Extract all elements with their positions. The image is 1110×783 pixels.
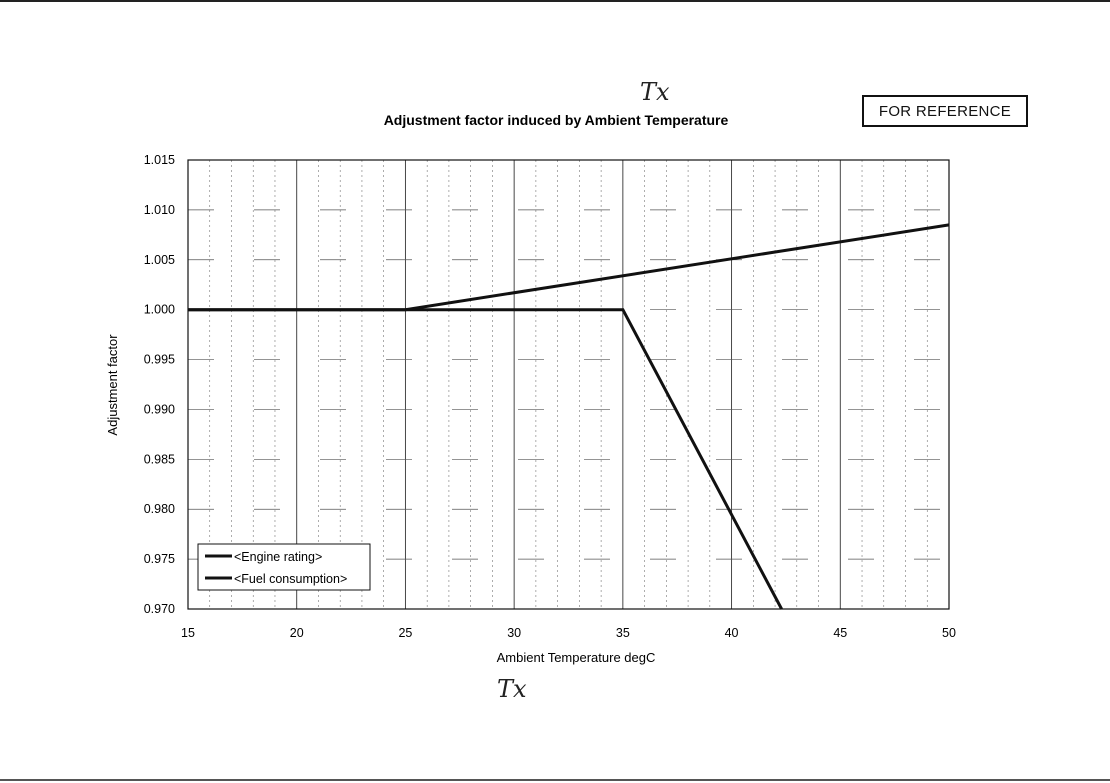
series-layer — [188, 223, 950, 610]
y-tick-labels: 1.015 1.010 1.005 1.000 0.995 0.990 0.985 0.980… — [144, 153, 175, 616]
y-tick-label: 0.995 — [144, 353, 175, 367]
page-top-edge — [0, 0, 1110, 2]
y-tick-label: 0.975 — [144, 552, 175, 566]
x-tick-labels: 15 20 25 30 35 40 45 50 — [181, 626, 956, 640]
page-bottom-edge — [0, 779, 1110, 781]
series-line-fuel-consumption — [188, 223, 950, 312]
y-tick-label: 0.980 — [144, 502, 175, 516]
y-tick-label: 0.970 — [144, 602, 175, 616]
x-tick-label: 15 — [181, 626, 195, 640]
legend-label-fuel-consumption: <Fuel consumption> — [234, 572, 347, 586]
x-tick-label: 35 — [616, 626, 630, 640]
x-tick-label: 40 — [725, 626, 739, 640]
y-tick-label: 1.010 — [144, 203, 175, 217]
plot-frame — [187, 159, 950, 610]
x-tick-label: 45 — [833, 626, 847, 640]
x-tick-label: 25 — [398, 626, 412, 640]
legend-box — [197, 543, 371, 591]
y-tick-label: 1.000 — [144, 303, 175, 317]
y-tick-label: 1.005 — [144, 253, 175, 267]
x-tick-label: 30 — [507, 626, 521, 640]
y-tick-label: 1.015 — [144, 153, 175, 167]
handwritten-note-top: Tx — [640, 78, 670, 106]
x-axis-label: Ambient Temperature degC — [497, 650, 656, 665]
for-reference-stamp: FOR REFERENCE — [862, 95, 1028, 127]
legend-label-engine-rating: <Engine rating> — [234, 550, 322, 564]
y-tick-label: 0.990 — [144, 402, 175, 416]
handwritten-note-bottom: Tx — [497, 675, 527, 703]
y-axis-label: Adjustment factor — [105, 334, 120, 436]
grid — [188, 160, 949, 609]
y-tick-label: 0.985 — [144, 452, 175, 466]
chart-title: Adjustment factor induced by Ambient Tem… — [384, 112, 729, 128]
legend: <Engine rating> <Fuel consumption> — [197, 543, 371, 591]
x-tick-label: 20 — [290, 626, 304, 640]
x-tick-label: 50 — [942, 626, 956, 640]
